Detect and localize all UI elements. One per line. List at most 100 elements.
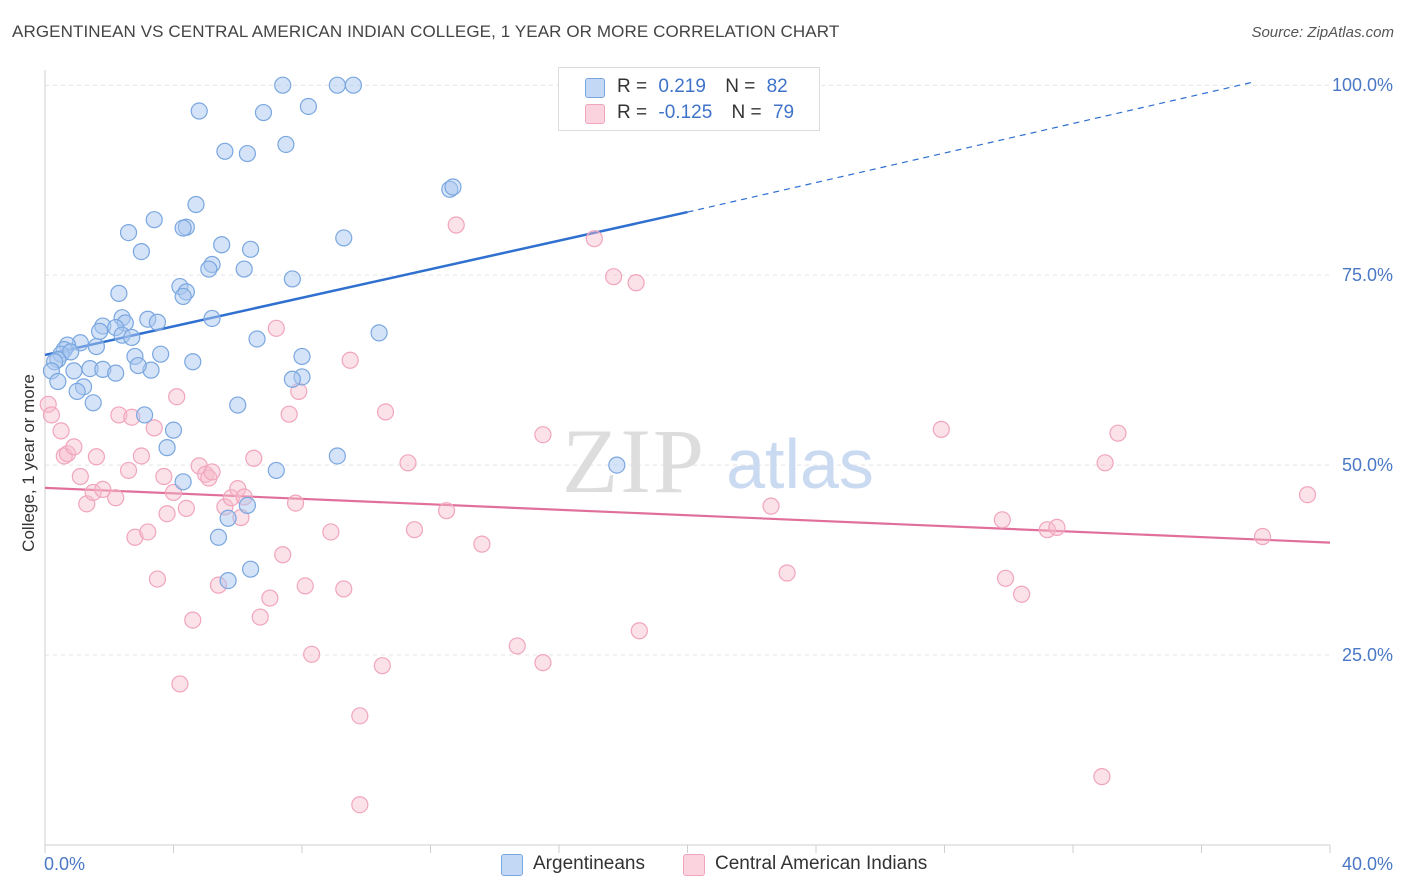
argentineans-point [328,76,346,94]
legend-n-value: 82 [766,76,788,97]
central-american-indians-point [107,489,125,507]
central-american-indians-point [222,489,240,507]
axes [44,70,1331,853]
argentineans-point [190,102,208,120]
central-american-indians-point [437,502,456,520]
central-american-indians-point [1298,486,1317,504]
central-american-indians-point [762,497,780,515]
legend-swatch-pink [585,104,605,124]
central-american-indians-point [251,608,269,626]
central-american-indians-point [335,580,353,598]
argentineans-point [158,439,176,457]
argentineans-point [49,372,67,391]
argentineans-point [267,461,285,480]
legend-swatch-blue [585,78,605,98]
central-american-indians-point [87,448,106,466]
central-american-indians-point [341,351,359,369]
argentineans-point [242,240,260,258]
central-american-indians-point [1012,585,1031,603]
argentineans-point [328,447,346,465]
central-american-indians-point [534,426,552,444]
legend-label-central-american-indians: Central American Indians [715,853,928,874]
central-american-indians-point [71,467,89,486]
argentineans-point [238,496,256,514]
central-american-indians-point [473,535,491,553]
argentineans-point [174,287,192,306]
argentineans-point [119,223,138,242]
argentineans-point [219,571,237,590]
central-american-indians-point [932,420,950,438]
argentineans-point [335,229,353,247]
argentineans-point [235,260,253,278]
central-american-indians-point [119,461,138,480]
central-american-indians-point [145,419,163,437]
gridlines [45,84,1330,656]
central-american-indians-point [274,546,292,564]
argentineans-point [129,356,147,375]
argentineans-point [200,260,218,278]
central-american-indians-point [58,445,77,463]
tick-labels: 25.0% 50.0% 75.0% 100.0% 0.0% 40.0% [44,75,1393,874]
central-american-indians-point [94,480,112,499]
argentineans-point [293,347,311,366]
argentineans-point [216,142,234,160]
central-american-indians-point [376,403,395,421]
argentineans-point [248,330,266,348]
central-american-indians-point [65,438,83,456]
chart-title: ARGENTINEAN VS CENTRAL AMERICAN INDIAN C… [12,22,840,41]
series-legend: Argentineans Central American Indians [0,852,1406,878]
central-american-indians-point [267,319,285,337]
central-american-indians-point [993,511,1011,529]
legend-r-label: R = [617,76,648,97]
legend-n-label: N = [725,76,756,97]
argentineans-point [132,242,150,261]
argentineans-point [242,560,260,578]
argentineans-point [277,135,295,154]
chart-source: Source: ZipAtlas.com [1251,24,1394,41]
central-american-indians-point [303,645,321,663]
central-american-indians-point [585,230,603,248]
argentineans-point [152,345,170,363]
central-american-indians-point [1109,424,1127,442]
central-american-indians-point [245,449,263,467]
x-tick-label: 40.0% [1342,854,1393,874]
watermark: ZIP atlas [562,410,874,512]
argentineans-point [219,509,237,527]
central-american-indians-point [296,577,314,595]
watermark-zip: ZIP [562,410,706,512]
argentineans-point [145,211,163,229]
central-american-indians-point [1253,527,1272,546]
central-american-indians-point [132,447,150,465]
central-american-indians-point [447,216,465,234]
y-tick-label: 25.0% [1342,645,1393,665]
argentineans-point [344,76,362,94]
central-american-indians-point [110,406,128,424]
central-american-indians-point [1096,454,1114,472]
central-american-indians-point [184,611,202,629]
central-american-indians-point [164,483,183,502]
central-american-indians-point [996,569,1015,587]
argentineans-point [164,421,183,439]
argentineans-point [283,370,301,388]
argentineans-point [174,219,192,237]
central-american-indians-point [351,707,369,725]
central-american-indians-point [351,796,369,814]
central-american-indians-point [1048,518,1066,537]
legend-r-label: R = [617,102,648,123]
argentineans-point [608,456,626,474]
trend-lines [44,81,1331,544]
argentineans-point [229,396,247,414]
central-american-indians-point [148,570,167,588]
argentineans-point [148,313,167,331]
argentineans-point [184,353,202,371]
central-american-indians-point [1093,768,1111,786]
legend-swatch-pink [683,854,705,876]
central-american-indians-point [399,454,417,472]
central-american-indians-point [405,521,424,539]
argentineans-point [213,236,231,254]
central-american-indians-point [373,657,391,675]
central-american-indians-point [139,523,157,541]
x-tick-label: 0.0% [44,854,85,874]
argentineans-point [274,76,292,94]
